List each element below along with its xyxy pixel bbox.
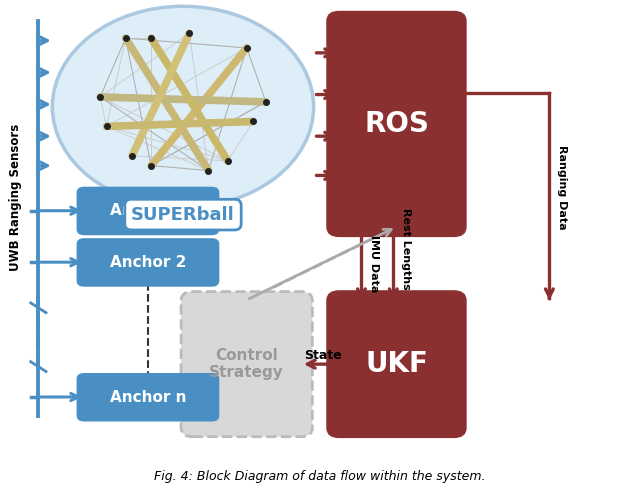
Text: IMU Data: IMU Data (369, 235, 379, 292)
FancyBboxPatch shape (328, 12, 465, 236)
FancyBboxPatch shape (328, 291, 465, 437)
Text: Rest Lengths: Rest Lengths (401, 208, 411, 290)
Text: Ranging Data: Ranging Data (557, 144, 567, 229)
Text: State: State (304, 349, 342, 362)
Text: UKF: UKF (365, 350, 428, 378)
FancyBboxPatch shape (77, 238, 220, 287)
FancyBboxPatch shape (77, 187, 220, 235)
Text: Fig. 4: Block Diagram of data flow within the system.: Fig. 4: Block Diagram of data flow withi… (154, 470, 486, 484)
FancyBboxPatch shape (181, 291, 312, 437)
Text: Control
Strategy: Control Strategy (209, 348, 284, 381)
Text: Anchor 2: Anchor 2 (110, 255, 186, 270)
Circle shape (52, 6, 314, 207)
Text: UWB Ranging Sensors: UWB Ranging Sensors (9, 124, 22, 271)
Text: Anchor 1: Anchor 1 (110, 204, 186, 218)
Text: ROS: ROS (364, 110, 429, 138)
Text: Anchor n: Anchor n (109, 390, 186, 405)
Text: SUPERball: SUPERball (131, 206, 235, 224)
FancyBboxPatch shape (77, 373, 220, 422)
